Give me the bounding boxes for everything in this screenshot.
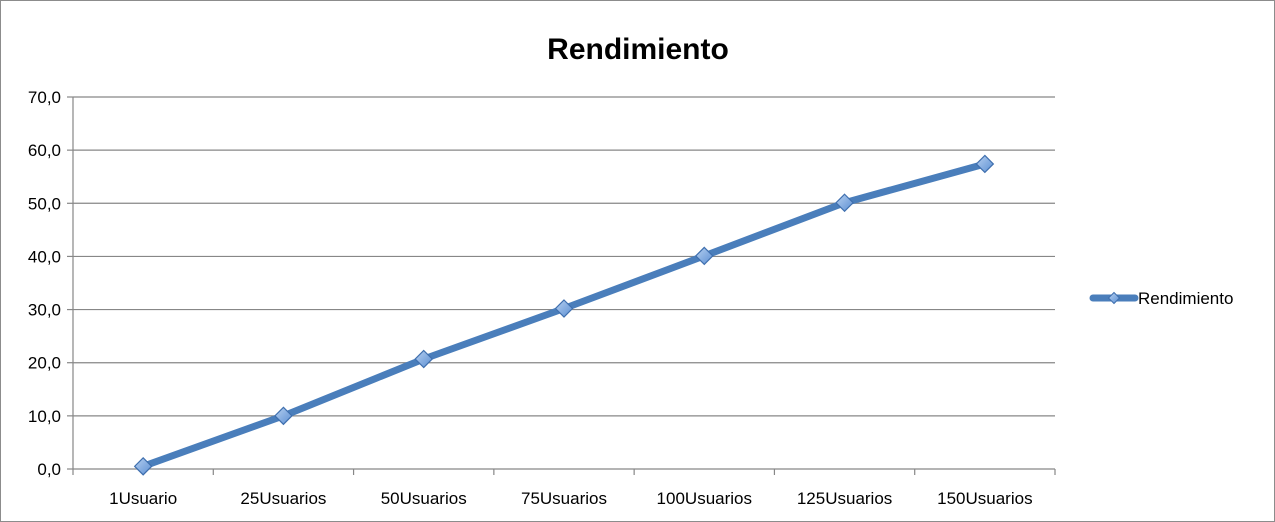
y-tick-label: 30,0 bbox=[28, 301, 61, 320]
y-tick-label: 60,0 bbox=[28, 141, 61, 160]
x-tick-label: 75Usuarios bbox=[521, 489, 607, 508]
legend-label: Rendimiento bbox=[1138, 289, 1233, 308]
y-axis-ticks: 0,0 10,0 20,0 30,0 40,0 50,0 60,0 70,0 bbox=[28, 88, 73, 479]
x-tick-label: 25Usuarios bbox=[240, 489, 326, 508]
y-tick-label: 70,0 bbox=[28, 88, 61, 107]
data-point-marker bbox=[835, 193, 854, 213]
y-tick-label: 10,0 bbox=[28, 407, 61, 426]
legend: Rendimiento bbox=[1089, 289, 1233, 308]
axes bbox=[72, 97, 1055, 470]
data-point-marker bbox=[133, 456, 153, 476]
data-point-marker bbox=[274, 406, 293, 426]
y-tick-label: 0,0 bbox=[37, 460, 61, 479]
x-tick-label: 150Usuarios bbox=[937, 489, 1032, 508]
legend-marker bbox=[1107, 291, 1121, 305]
y-tick-label: 40,0 bbox=[28, 247, 61, 266]
chart-title: Rendimiento bbox=[547, 33, 729, 66]
series-group bbox=[133, 154, 995, 476]
y-tick-label: 20,0 bbox=[28, 354, 61, 373]
data-point-marker bbox=[414, 349, 434, 369]
x-tick-label: 125Usuarios bbox=[797, 489, 892, 508]
x-tick-label: 100Usuarios bbox=[657, 489, 752, 508]
grid-lines bbox=[73, 96, 1055, 417]
y-tick-label: 50,0 bbox=[28, 194, 61, 213]
data-point-marker bbox=[975, 154, 995, 174]
x-tick-label: 1Usuario bbox=[109, 489, 177, 508]
data-point-marker bbox=[554, 299, 574, 318]
data-point-marker bbox=[694, 246, 714, 266]
x-axis-ticks: 1Usuario 25Usuarios 50Usuarios 75Usuarios 10… bbox=[72, 469, 1056, 508]
x-tick-label: 50Usuarios bbox=[381, 489, 467, 508]
